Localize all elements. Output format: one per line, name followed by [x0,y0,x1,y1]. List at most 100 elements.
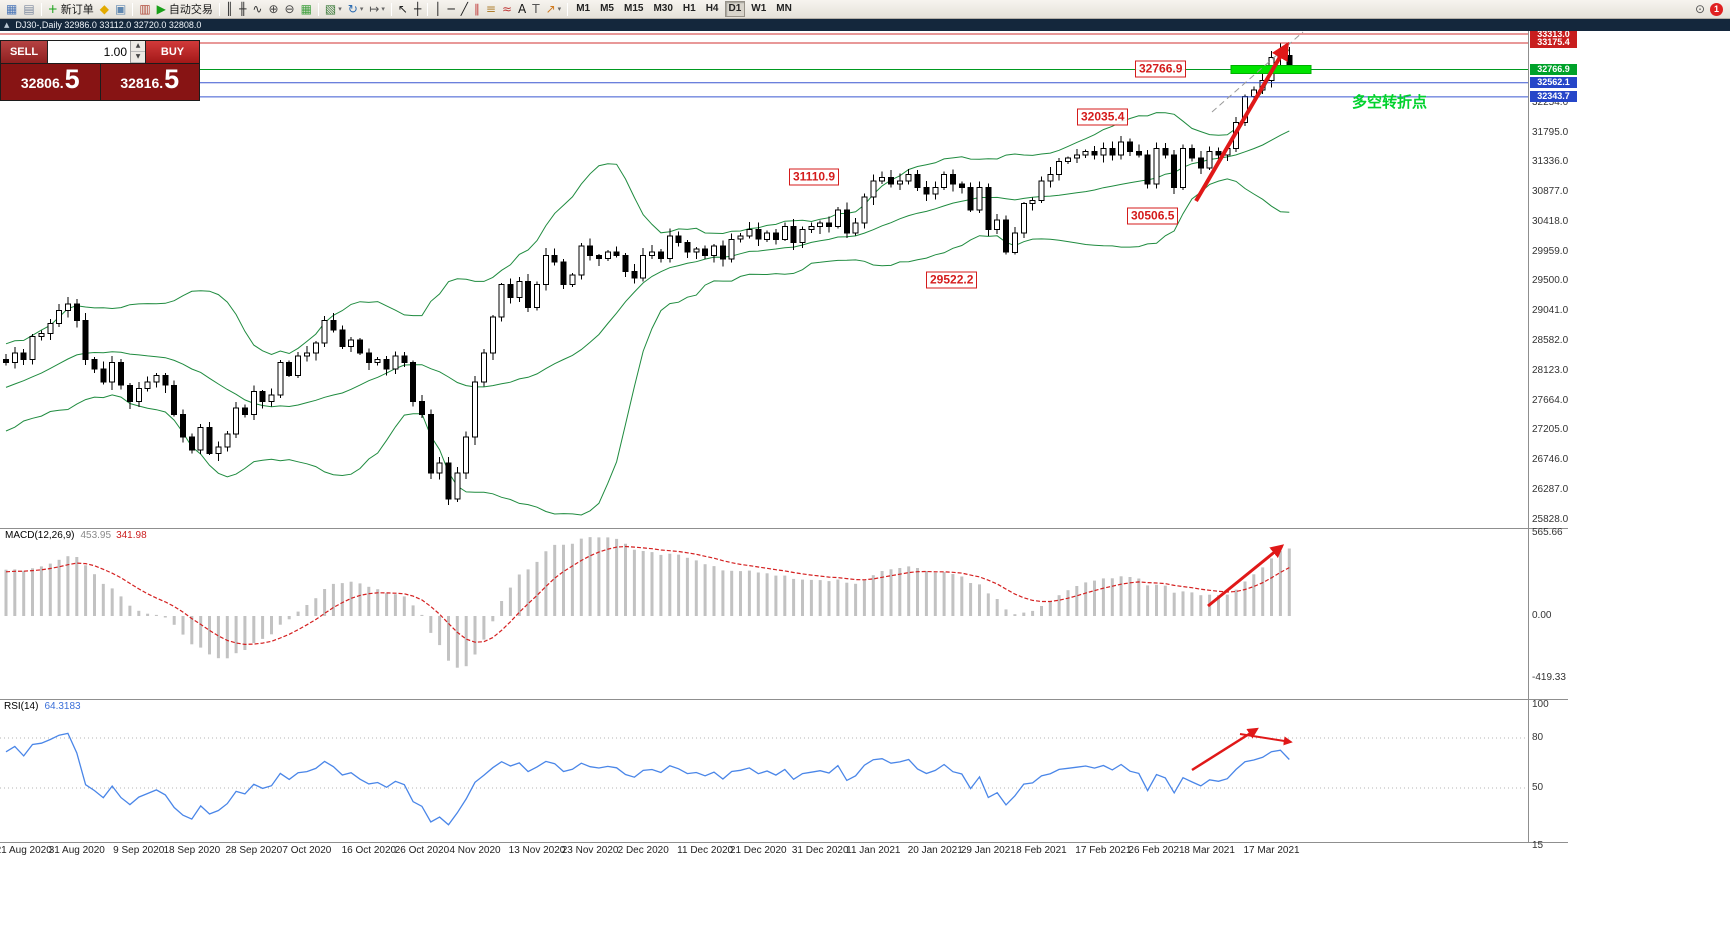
trend-arrow-rsi-2[interactable] [1239,733,1293,746]
timeframe-m15-button[interactable]: M15 [624,3,644,14]
macd-main-value: 453.95 [80,530,112,541]
autotrading-button[interactable]: ▶ 自动交易 [155,1,215,18]
zoom-out-icon[interactable]: ⊖ [283,1,297,18]
line-chart-icon[interactable]: ∿ [250,1,264,18]
buy-button[interactable]: BUY [146,41,199,63]
zoom-in-icon-glyph: ⊕ [268,2,279,16]
chart-profiles-icon[interactable]: ▤ [21,1,36,18]
timeframe-h4-button[interactable]: H4 [705,3,719,14]
auto-scroll-icon-dropdown-icon[interactable]: ▾ [359,5,364,13]
chart-shift-icon[interactable]: ↦ ▾ [367,1,387,18]
price-annotation[interactable]: 31110.9 [789,168,840,186]
timeframe-h1-button[interactable]: H1 [682,3,696,14]
timeframe-d1-button[interactable]: D1 [724,1,746,17]
volume-up-icon[interactable]: ▲ [131,41,145,52]
horizontal-line-icon[interactable]: ─ [445,1,456,18]
one-click-trading-panel: SELL 1.00 ▲ ▼ BUY 32806. 5 32816. 5 [0,40,200,101]
fibonacci-icon[interactable]: ≡ [484,1,498,18]
candlestick-chart-icon[interactable]: ╫ [237,1,248,18]
crosshair-icon[interactable]: ┼ [412,1,423,18]
price-annotation[interactable]: 30506.5 [1127,207,1179,225]
macd-signal-value: 341.98 [116,530,147,541]
date-axis-label: 8 Mar 2021 [1184,845,1235,856]
date-axis-label: 21 Dec 2020 [729,845,787,856]
date-axis-label: 4 Nov 2020 [449,845,501,856]
macd-scale-label: -419.33 [1532,671,1566,683]
horizontal-line-icon-glyph: ─ [447,2,455,16]
waves-icon[interactable]: ≈ [500,1,514,18]
bar-chart-icon[interactable]: ║ [224,1,235,18]
timeframe-mn-button[interactable]: MN [776,3,792,14]
autotrading-button-label: 自动交易 [168,4,213,16]
metaeditor-icon-glyph: ◆ [99,2,109,16]
arrows-tool-icon[interactable]: ↗ ▾ [544,1,564,18]
pane-separator-main-macd[interactable] [0,528,1568,529]
new-chart-icon[interactable]: ▦ [4,1,19,18]
trend-arrow-macd[interactable] [1207,544,1285,608]
sell-button[interactable]: SELL [1,41,47,63]
cursor-icon[interactable]: ↖ [396,1,410,18]
date-axis-label: 26 Oct 2020 [394,845,450,856]
strategy-tester-icon[interactable]: ▥ [137,1,152,18]
arrows-tool-icon-glyph: ↗ [545,2,556,16]
date-axis-label: 29 Jan 2021 [960,845,1016,856]
rsi-scale-label: 100 [1532,698,1549,710]
text-tool-icon-glyph: A [518,2,527,16]
volume-down-icon[interactable]: ▼ [131,52,145,63]
auto-scroll-icon[interactable]: ↻ ▾ [346,1,366,18]
trendline-icon-glyph: ╱ [460,2,468,16]
metaeditor-icon[interactable]: ◆ [98,1,111,18]
pane-separator-macd-rsi[interactable] [0,699,1568,700]
buy-price-display[interactable]: 32816. 5 [100,64,199,100]
indicators-icon[interactable]: ▧ ▾ [323,1,344,18]
vertical-line-icon[interactable]: │ [432,1,443,18]
price-annotation[interactable]: 29522.2 [926,271,978,289]
price-scale-label: 29500.0 [1532,275,1569,287]
date-axis-label: 18 Sep 2020 [163,845,221,856]
window-expand-icon[interactable]: ▲ [4,21,10,29]
data-window-icon[interactable]: ▣ [113,1,128,18]
volume-input[interactable]: 1.00 ▲ ▼ [47,41,146,63]
indicators-icon-dropdown-icon[interactable]: ▾ [338,5,342,13]
chart-shift-icon-dropdown-icon[interactable]: ▾ [381,5,385,13]
timeframe-w1-button[interactable]: W1 [751,3,767,14]
price-scale-label: 27664.0 [1532,394,1569,406]
timeframe-m30-button[interactable]: M30 [653,3,673,14]
macd-scale-label: 565.66 [1532,527,1563,539]
tile-windows-icon[interactable]: ▦ [299,1,314,18]
trend-arrow-main[interactable] [1194,41,1289,203]
timeframe-m1-button[interactable]: M1 [576,3,591,14]
crosshair-icon-glyph: ┼ [413,2,422,16]
strategy-tester-icon-glyph: ▥ [139,2,151,16]
pane-separator-rsi-dates[interactable] [0,842,1568,843]
date-axis-label: 31 Aug 2020 [48,845,105,856]
price-scale-label: 29041.0 [1532,305,1569,317]
buy-price-base: 32816. [120,75,164,91]
arrows-tool-icon-dropdown-icon[interactable]: ▾ [557,5,562,13]
turning-point-annotation[interactable]: 多空转折点 [1352,94,1428,111]
bollinger-bands [5,49,1290,516]
rsi-line [5,732,1290,826]
price-annotation[interactable]: 32766.9 [1135,60,1187,78]
new-order-button[interactable]: + 新订单 [46,1,96,18]
trendline-icon[interactable]: ╱ [459,1,470,18]
text-tool-icon[interactable]: A [516,1,528,18]
rsi-scale-label: 80 [1532,731,1544,743]
date-axis-label: 11 Dec 2020 [677,845,734,856]
macd-signal-line [5,545,1290,646]
indicators-icon-glyph: ▧ [324,2,337,16]
timeframe-m5-button[interactable]: M5 [600,3,614,14]
zoom-in-icon[interactable]: ⊕ [266,1,280,18]
search-icon[interactable]: ⊙ [1693,1,1707,18]
rsi-value: 64.3183 [44,701,81,712]
channel-icon[interactable]: ∥ [472,1,482,18]
volume-spinner[interactable]: ▲ ▼ [130,41,145,63]
label-tool-icon[interactable]: T [530,1,541,18]
sell-price-base: 32806. [20,75,64,91]
notification-badge[interactable]: 1 [1710,2,1723,16]
sell-price-display[interactable]: 32806. 5 [1,64,101,100]
price-annotation[interactable]: 32035.4 [1077,108,1129,126]
auto-scroll-icon-glyph: ↻ [347,2,358,16]
